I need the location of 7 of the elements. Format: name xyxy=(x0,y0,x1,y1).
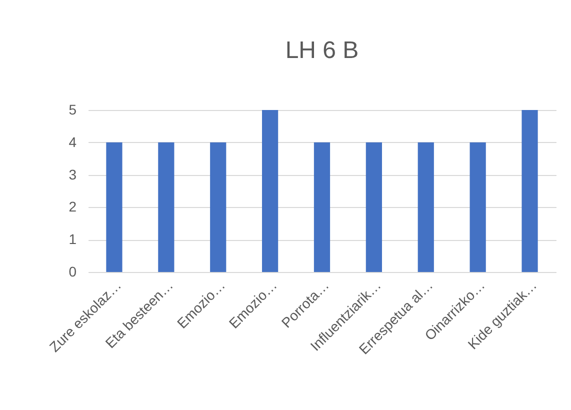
chart-title: LH 6 B xyxy=(285,37,359,64)
y-tick-label: 1 xyxy=(68,231,77,248)
y-tick-label: 2 xyxy=(68,198,77,215)
y-tick-label: 4 xyxy=(68,134,77,150)
y-tick-label: 5 xyxy=(68,102,77,118)
y-tick-label: 0 xyxy=(68,264,77,280)
y-tick-label: 3 xyxy=(68,166,77,182)
